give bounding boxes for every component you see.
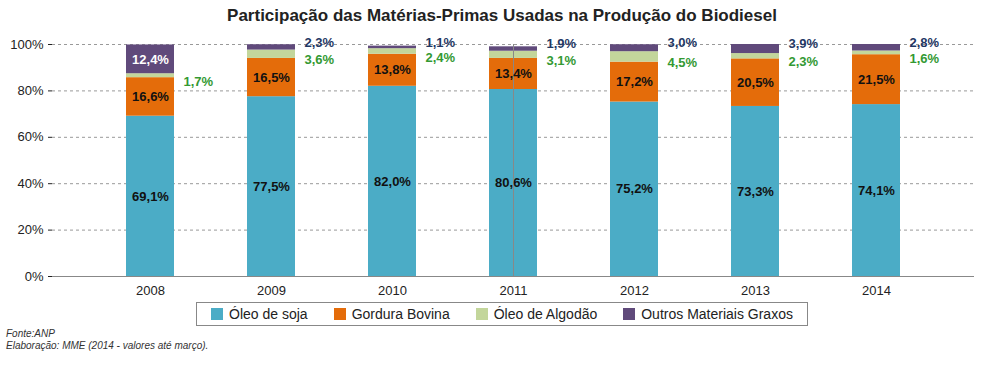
svg-text:21,5%: 21,5% [858,72,895,87]
svg-text:2009: 2009 [257,283,286,298]
svg-text:80,6%: 80,6% [495,175,532,190]
svg-text:2,3%: 2,3% [305,35,335,50]
svg-text:1,1%: 1,1% [426,35,456,50]
svg-text:82,0%: 82,0% [374,174,411,189]
svg-text:73,3%: 73,3% [737,184,774,199]
svg-text:69,1%: 69,1% [132,189,169,204]
svg-text:2008: 2008 [136,283,165,298]
html-text:Óleo de soja: Óleo de soja [229,306,308,322]
svg-text:2014: 2014 [862,283,891,298]
html-text:Gordura Bovina: Gordura Bovina [351,306,450,322]
svg-text:12,4%: 12,4% [132,52,169,67]
html-text:Óleo de Algodão: Óleo de Algodão [493,306,598,322]
svg-text:16,5%: 16,5% [253,70,290,85]
svg-text:60%: 60% [17,129,43,144]
svg-text:74,1%: 74,1% [858,183,895,198]
svg-text:3,1%: 3,1% [547,53,577,68]
svg-text:2013: 2013 [741,283,770,298]
svg-text:4,5%: 4,5% [668,55,698,70]
svg-text:2011: 2011 [500,283,528,298]
svg-text:3,6%: 3,6% [305,52,335,67]
html-text:Elaboração: MME (2014 - valore: Elaboração: MME (2014 - valores até març… [6,340,209,351]
svg-text:1,6%: 1,6% [910,51,940,66]
svg-text:100%: 100% [10,37,44,52]
svg-text:1,9%: 1,9% [547,36,577,51]
html-text:Outros Materiais Graxos: Outros Materiais Graxos [641,306,793,322]
html-text:Participação das Matérias-Prim: Participação das Matérias-Primas Usadas … [227,6,777,25]
svg-text:3,0%: 3,0% [668,35,698,50]
svg-text:0%: 0% [25,269,44,284]
svg-text:17,2%: 17,2% [616,74,653,89]
svg-text:1,7%: 1,7% [184,74,214,89]
svg-text:2010: 2010 [378,283,407,298]
svg-text:80%: 80% [17,83,43,98]
svg-text:13,4%: 13,4% [495,66,532,81]
svg-text:77,5%: 77,5% [253,179,290,194]
svg-text:3,9%: 3,9% [789,36,819,51]
svg-text:40%: 40% [17,176,43,191]
svg-text:16,6%: 16,6% [132,89,169,104]
svg-text:2,3%: 2,3% [789,54,819,69]
svg-text:75,2%: 75,2% [616,181,653,196]
svg-text:13,8%: 13,8% [374,62,411,77]
html-text:Fonte:ANP: Fonte:ANP [6,328,55,339]
svg-text:2,8%: 2,8% [910,35,940,50]
svg-text:20%: 20% [17,222,43,237]
svg-text:2,4%: 2,4% [426,50,456,65]
svg-text:20,5%: 20,5% [737,75,774,90]
svg-text:2012: 2012 [620,283,649,298]
